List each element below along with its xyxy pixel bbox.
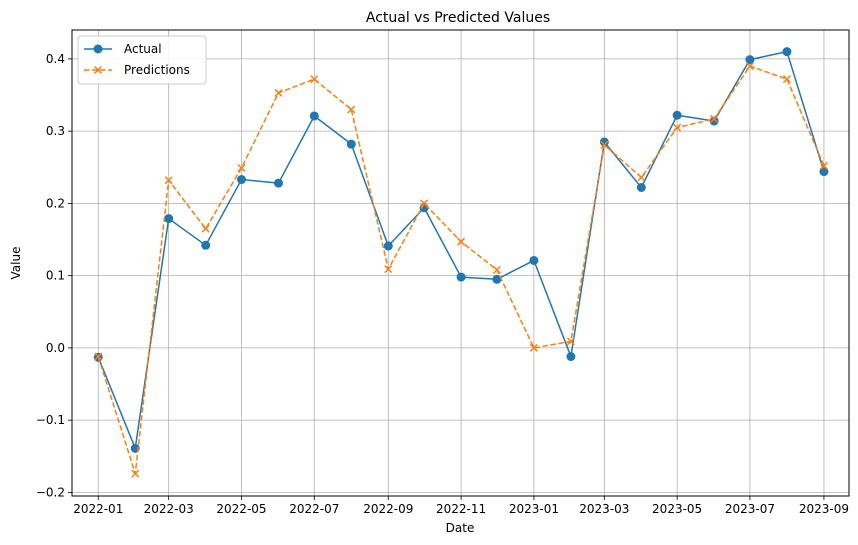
data-point-x-predictions: [710, 114, 719, 123]
legend-label: Actual: [124, 42, 162, 56]
data-point-actual: [566, 352, 576, 362]
x-axis-title: Date: [446, 521, 475, 535]
y-tick-label: 0.2: [46, 196, 65, 210]
data-point-x-predictions: [347, 105, 356, 114]
data-point-actual: [782, 47, 792, 57]
legend: Actual Predictions: [77, 35, 207, 85]
x-tick-label: 2023-01: [509, 502, 559, 516]
chart-title: Actual vs Predicted Values: [366, 10, 550, 26]
data-point-actual: [201, 240, 211, 250]
data-point-actual: [709, 116, 719, 126]
x-tick-label: 2022-03: [144, 502, 194, 516]
x-tick-label: 2023-03: [579, 502, 629, 516]
data-point-actual: [456, 272, 466, 282]
data-point-x-predictions: [310, 75, 319, 84]
data-point-x-predictions: [237, 163, 246, 173]
legend-marker: [93, 65, 103, 75]
data-point-x-predictions: [457, 237, 466, 246]
legend-item-predictions: Predictions: [84, 63, 190, 77]
legend-label: Predictions: [124, 63, 190, 77]
y-axis: −0.2 −0.1 0.0 0.1 0.2 0.3 0.4: [36, 52, 72, 499]
data-point-x-predictions: [274, 88, 283, 97]
data-point-x-predictions: [745, 62, 754, 71]
data-point-x-predictions: [782, 75, 791, 84]
data-point-x-predictions: [164, 176, 173, 185]
y-tick-label: 0.4: [46, 52, 65, 66]
y-axis-title: Value: [9, 247, 23, 280]
data-point-x-predictions: [637, 173, 646, 182]
legend-box: [77, 35, 207, 85]
data-point-x-predictions: [673, 123, 682, 132]
data-point-x-predictions: [529, 343, 538, 352]
data-point-x-predictions: [819, 161, 828, 170]
data-point-actual: [346, 139, 356, 149]
data-point-actual: [273, 178, 283, 188]
data-point-x-predictions: [600, 140, 609, 149]
series-predictions: [94, 62, 828, 478]
series-layer: [93, 47, 829, 478]
plot-area-frame: [71, 29, 850, 497]
x-tick-label: 2022-05: [216, 502, 266, 516]
data-point-actual: [309, 111, 319, 121]
data-point-actual: [819, 167, 829, 177]
data-point-x-predictions: [566, 337, 575, 346]
data-point-actual: [672, 110, 682, 120]
data-point-x-predictions: [384, 265, 393, 274]
y-tick-label: 0.0: [46, 341, 65, 355]
x-tick-label: 2022-11: [436, 502, 486, 516]
data-point-x-predictions: [94, 352, 103, 361]
x-tick-label: 2023-07: [725, 502, 775, 516]
x-axis: 2022-01 2022-03 2022-05 2022-07 2022-09 2022-…: [73, 496, 849, 516]
data-point-actual: [636, 183, 646, 193]
grid-layer: [72, 30, 849, 496]
data-point-x-predictions: [131, 469, 140, 478]
data-point-x-predictions: [420, 199, 429, 208]
data-point-actual: [164, 214, 174, 224]
legend-item-actual: Actual: [84, 42, 162, 56]
data-point-x-predictions: [492, 265, 501, 274]
x-tick-label: 2022-09: [363, 502, 413, 516]
data-point-actual: [529, 255, 539, 265]
y-tick-label: −0.1: [36, 413, 65, 427]
data-point-actual: [745, 55, 755, 65]
data-point-actual: [236, 175, 246, 185]
y-tick-label: 0.1: [46, 269, 65, 283]
data-point-actual: [383, 241, 393, 251]
data-point-x-predictions: [201, 224, 210, 233]
y-tick-label: −0.2: [36, 485, 65, 499]
x-tick-label: 2023-05: [652, 502, 702, 516]
x-tick-label: 2022-07: [289, 502, 339, 516]
x-tick-label: 2022-01: [73, 502, 123, 516]
x-tick-label: 2023-09: [799, 502, 849, 516]
legend-marker: [93, 44, 103, 54]
y-tick-label: 0.3: [46, 124, 65, 138]
